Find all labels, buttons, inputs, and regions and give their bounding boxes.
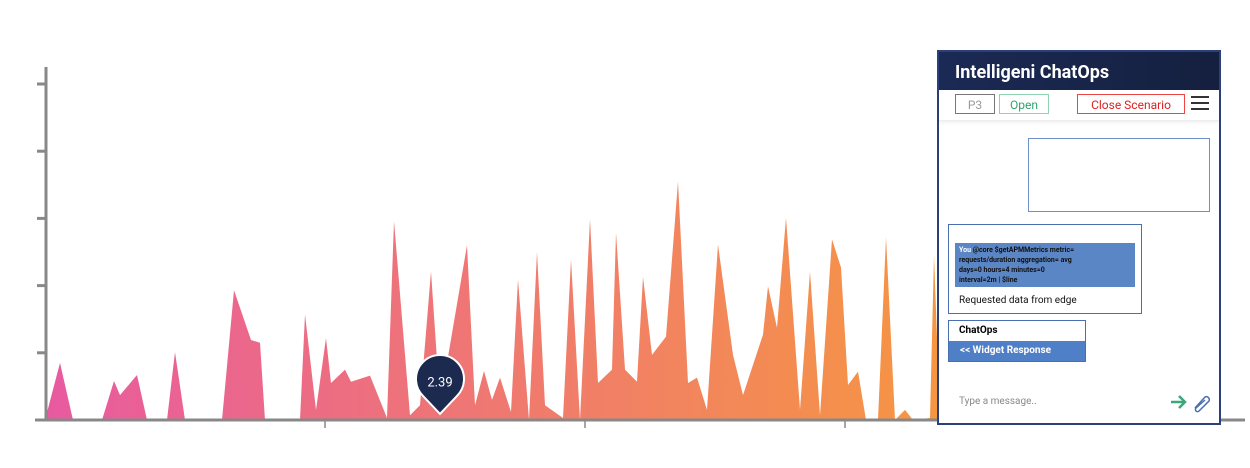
attach-icon[interactable] — [1194, 395, 1211, 413]
send-icon[interactable] — [1171, 395, 1187, 409]
message-input[interactable]: Type a message.. — [959, 396, 1037, 407]
toolbar: P3 Open Close Scenario — [939, 90, 1219, 121]
menu-icon[interactable] — [1191, 96, 1209, 114]
panel-title: Intelligeni ChatOps — [939, 52, 1219, 90]
widget-response[interactable]: << Widget Response — [949, 341, 1085, 361]
widget-box — [1028, 138, 1210, 212]
tooltip: 2.39 — [415, 354, 465, 416]
command-line: interval=2m | $line — [959, 276, 1018, 284]
chat-panel: Intelligeni ChatOps P3 Open Close Scenar… — [937, 50, 1221, 425]
area — [45, 181, 940, 420]
user-message: You @core $getAPMMetrics metric= requests… — [948, 224, 1142, 314]
bot-message: ChatOps << Widget Response — [948, 320, 1086, 362]
status[interactable]: Open — [999, 94, 1049, 114]
user: You — [959, 246, 971, 254]
tooltip-label: 2.39 — [427, 375, 452, 390]
reply: Requested data from edge — [959, 295, 1077, 306]
bot-name: ChatOps — [959, 325, 998, 336]
tooltip-pin — [415, 354, 465, 416]
priority[interactable]: P3 — [955, 94, 995, 114]
input-icons — [1171, 395, 1211, 413]
command-line: requests/duration aggregation= avg — [959, 256, 1072, 264]
command-line: days=0 hours=4 minutes=0 — [959, 266, 1045, 274]
close-button[interactable]: Close Scenario — [1077, 94, 1185, 114]
command: You @core $getAPMMetrics metric= requests… — [955, 243, 1135, 287]
command-line: @core $getAPMMetrics metric= — [972, 246, 1075, 254]
